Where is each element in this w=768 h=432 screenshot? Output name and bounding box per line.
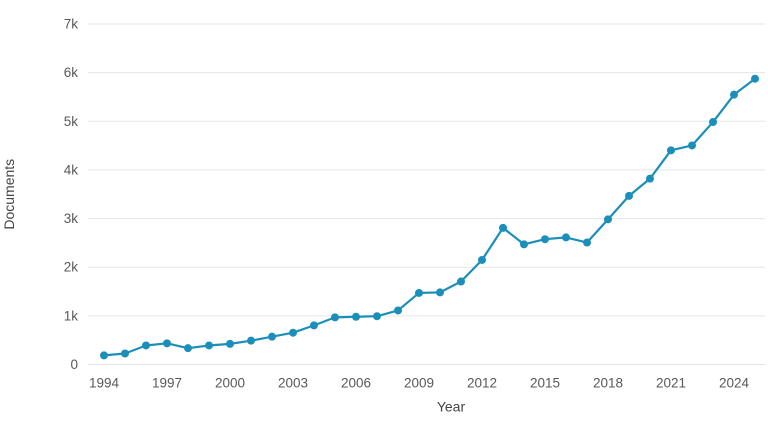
svg-text:0: 0 bbox=[70, 357, 78, 372]
svg-text:4k: 4k bbox=[64, 162, 79, 177]
svg-text:2k: 2k bbox=[64, 260, 79, 275]
svg-text:2024: 2024 bbox=[719, 376, 750, 391]
svg-text:2000: 2000 bbox=[215, 376, 245, 391]
svg-text:5k: 5k bbox=[64, 114, 79, 129]
svg-text:2009: 2009 bbox=[404, 376, 434, 391]
svg-text:1997: 1997 bbox=[152, 376, 182, 391]
svg-text:1k: 1k bbox=[64, 308, 79, 323]
svg-text:6k: 6k bbox=[64, 65, 79, 80]
svg-text:7k: 7k bbox=[64, 17, 79, 32]
svg-text:2003: 2003 bbox=[278, 376, 308, 391]
svg-text:2015: 2015 bbox=[530, 376, 560, 391]
svg-text:2012: 2012 bbox=[467, 376, 497, 391]
svg-text:Year: Year bbox=[437, 399, 466, 415]
svg-text:2021: 2021 bbox=[656, 376, 686, 391]
svg-text:2006: 2006 bbox=[341, 376, 371, 391]
svg-text:3k: 3k bbox=[64, 211, 79, 226]
svg-text:2018: 2018 bbox=[593, 376, 623, 391]
svg-text:Documents: Documents bbox=[1, 159, 17, 230]
svg-text:1994: 1994 bbox=[89, 376, 120, 391]
